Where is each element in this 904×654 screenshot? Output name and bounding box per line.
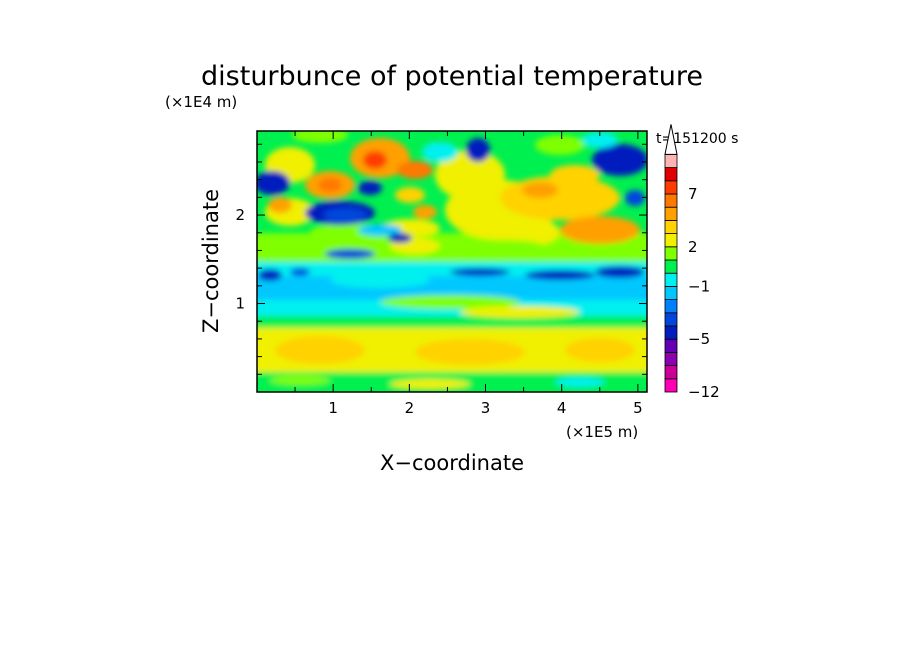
contour-blob — [397, 161, 433, 179]
colorbar-swatch — [664, 153, 678, 168]
contour-blob — [525, 270, 595, 280]
contour-blob — [388, 233, 412, 243]
contour-blob — [592, 144, 647, 176]
contour-blob — [413, 205, 437, 219]
contour-blob — [460, 306, 580, 318]
contour-field — [257, 131, 647, 392]
contour-blob — [268, 197, 292, 213]
contour-blob — [500, 218, 560, 246]
colorbar: −12−5−127 — [664, 124, 720, 401]
contour-blob — [325, 249, 375, 259]
colorbar-swatch — [664, 193, 678, 208]
contour-blob — [422, 142, 458, 162]
colorbar-swatch — [664, 299, 678, 314]
x-tick-label: 4 — [557, 399, 567, 417]
x-tick-label: 5 — [633, 399, 643, 417]
y-tick-label: 2 — [235, 206, 245, 224]
contour-blob — [363, 151, 387, 169]
colorbar-swatch — [664, 259, 678, 274]
contour-blob — [450, 268, 510, 276]
contour-blob — [268, 173, 288, 187]
contour-blob — [595, 266, 645, 278]
contour-blob — [323, 208, 367, 222]
contour-blob — [415, 339, 525, 365]
axis-ticks: 1 2 3 4 5 1 2 — [235, 131, 647, 417]
chart-title: disturbunce of potential temperature — [201, 61, 703, 92]
colorbar-swatch — [664, 206, 678, 221]
contour-blob — [435, 150, 505, 200]
contour-blob — [290, 268, 310, 276]
contour-blob — [466, 138, 490, 162]
colorbar-swatch — [664, 378, 678, 393]
colorbar-tick-label: 2 — [688, 238, 698, 256]
contour-blob — [565, 338, 635, 362]
contour-blob — [470, 240, 550, 260]
colorbar-swatch — [664, 246, 678, 261]
x-tick-label: 1 — [328, 399, 338, 417]
y-tick-label: 1 — [235, 295, 245, 313]
colorbar-swatch — [664, 233, 678, 248]
plot-frame — [256, 130, 648, 393]
contour-blob — [270, 375, 330, 385]
x-scale-label: (×1E5 m) — [566, 423, 638, 441]
colorbar-tick-label: −12 — [688, 383, 720, 401]
contour-blob — [625, 190, 645, 206]
contour-blob — [330, 272, 430, 288]
contour-blob — [395, 187, 425, 203]
contour-blob — [535, 135, 585, 155]
colorbar-swatch — [664, 365, 678, 380]
colorbar-swatch — [664, 272, 678, 287]
contour-band — [257, 316, 647, 328]
colorbar-swatch — [664, 285, 678, 300]
colorbar-tick-label: −1 — [688, 277, 710, 295]
contour-blob — [550, 165, 600, 185]
x-tick-label: 3 — [481, 399, 491, 417]
contour-blob — [292, 131, 348, 143]
contour-blob — [258, 269, 282, 281]
colorbar-tick-label: 7 — [688, 185, 698, 203]
contour-blob — [560, 216, 640, 244]
y-scale-label: (×1E4 m) — [165, 93, 237, 111]
contour-blob — [358, 224, 402, 236]
colorbar-swatch — [664, 312, 678, 327]
colorbar-swatch — [664, 167, 678, 182]
x-axis-label: X−coordinate — [380, 451, 524, 475]
x-tick-label: 2 — [405, 399, 415, 417]
colorbar-swatch — [664, 338, 678, 353]
contour-blob — [555, 377, 605, 387]
colorbar-swatch — [664, 219, 678, 234]
contour-blob — [582, 132, 618, 148]
contour-blob — [358, 181, 382, 195]
colorbar-swatch — [664, 180, 678, 195]
colorbar-swatch — [664, 325, 678, 340]
colorbar-swatch — [664, 351, 678, 366]
time-label: t=151200 s — [656, 131, 738, 147]
contour-blob — [390, 379, 470, 389]
contour-blob — [380, 295, 520, 309]
colorbar-extend-arrow — [664, 124, 678, 155]
contour-blob — [275, 336, 365, 364]
y-axis-label: Z−coordinate — [199, 189, 223, 333]
contour-blob — [318, 178, 342, 192]
contour-blob — [522, 182, 558, 198]
colorbar-tick-label: −5 — [688, 330, 710, 348]
